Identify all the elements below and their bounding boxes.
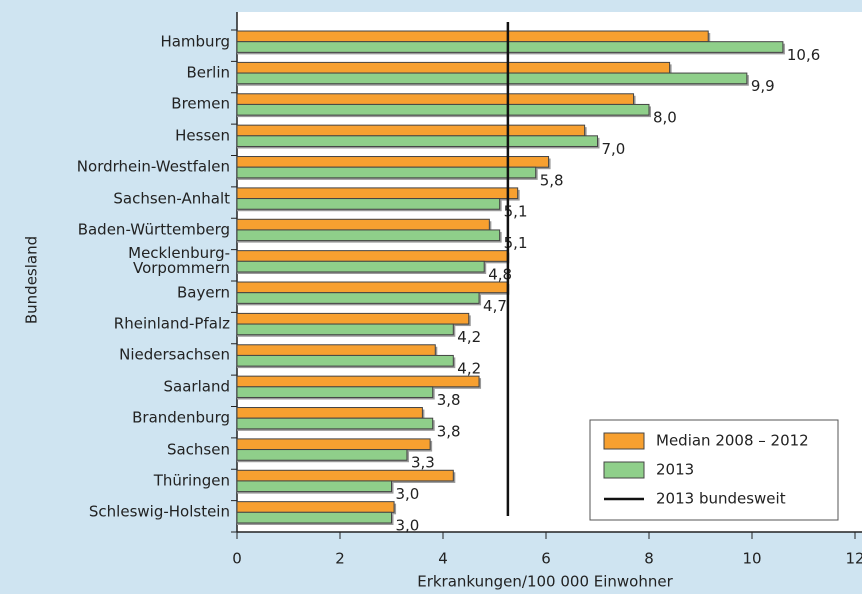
value-label: 3,8 — [437, 422, 461, 440]
value-label: 10,6 — [787, 46, 820, 64]
bar — [236, 344, 436, 356]
category-label: Nordrhein-Westfalen — [76, 157, 230, 176]
bar — [236, 156, 550, 168]
bar — [236, 260, 485, 273]
legend: Median 2008 – 2012 2013 2013 bundesweit — [589, 419, 839, 521]
category-label: Thüringen — [153, 471, 230, 490]
bar — [236, 312, 470, 325]
category-label: Bremen — [171, 94, 230, 113]
value-label: 9,9 — [751, 77, 775, 95]
bar — [236, 30, 709, 43]
category-label: Niedersachsen — [119, 345, 230, 364]
y-axis-label: Bundesland — [23, 236, 41, 324]
value-label: 3,3 — [411, 454, 435, 472]
x-tick-label: 12 — [845, 550, 862, 568]
bar — [236, 103, 650, 116]
legend-label: Median 2008 – 2012 — [656, 432, 809, 450]
legend-swatch — [603, 432, 645, 450]
bar — [236, 281, 508, 294]
legend-label: 2013 bundesweit — [656, 490, 786, 508]
category-label: Schleswig-Holstein — [88, 502, 230, 521]
x-tick-label: 4 — [438, 550, 448, 568]
bar — [236, 469, 454, 482]
bar — [236, 229, 501, 242]
value-label: 4,2 — [457, 360, 481, 378]
bar — [236, 198, 501, 210]
bar — [236, 417, 434, 430]
bar — [236, 438, 431, 451]
value-label: 4,7 — [483, 297, 507, 315]
legend-label: 2013 — [656, 461, 694, 479]
bar — [236, 511, 392, 524]
bar — [236, 480, 392, 493]
bar — [236, 354, 454, 367]
bar — [236, 41, 784, 53]
bar — [236, 323, 454, 336]
bar — [236, 449, 408, 461]
bar — [236, 292, 480, 304]
category-label: Baden-Württemberg — [77, 220, 230, 239]
value-label: 5,1 — [504, 203, 528, 221]
bar — [236, 407, 423, 419]
bar — [236, 135, 598, 147]
category-label: Sachsen-Anhalt — [113, 189, 230, 208]
value-label: 5,1 — [504, 234, 528, 252]
category-label: Mecklenburg- Vorpommern — [128, 244, 230, 278]
x-tick-label: 10 — [742, 550, 761, 568]
value-label: 4,8 — [488, 265, 512, 283]
value-label: 5,8 — [540, 171, 564, 189]
x-tick-label: 0 — [232, 550, 242, 568]
value-label: 8,0 — [653, 109, 677, 127]
x-axis-label: Erkrankungen/100 000 Einwohner — [417, 573, 673, 591]
value-label: 7,0 — [602, 140, 626, 158]
category-label: Hessen — [175, 126, 230, 145]
bar — [236, 93, 635, 105]
bar — [236, 218, 490, 231]
category-label: Berlin — [186, 63, 230, 82]
value-label: 3,0 — [396, 516, 420, 534]
bar — [236, 187, 519, 200]
value-label: 3,8 — [437, 391, 461, 409]
category-label: Hamburg — [160, 32, 230, 51]
x-tick-label: 8 — [644, 550, 654, 568]
bar — [236, 250, 508, 262]
bar — [236, 386, 434, 398]
category-label: Saarland — [163, 377, 230, 396]
bar — [236, 61, 671, 74]
bar — [236, 166, 537, 179]
x-tick-label: 6 — [541, 550, 551, 568]
category-label: Sachsen — [166, 440, 230, 459]
category-label: Bayern — [177, 283, 230, 302]
bar — [236, 501, 395, 513]
bar — [236, 375, 480, 388]
bar — [236, 124, 586, 137]
legend-swatch — [603, 461, 645, 479]
x-tick-label: 2 — [335, 550, 345, 568]
category-label: Rheinland-Pfalz — [113, 314, 230, 333]
value-label: 3,0 — [396, 485, 420, 503]
bar — [236, 72, 748, 85]
category-label: Brandenburg — [132, 408, 230, 427]
value-label: 4,2 — [457, 328, 481, 346]
